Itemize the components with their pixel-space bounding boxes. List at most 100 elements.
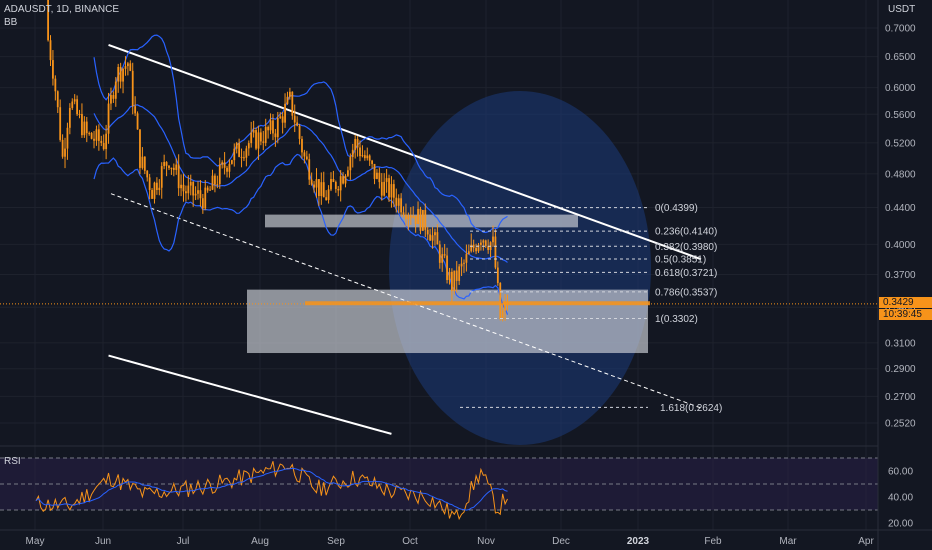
candle-body <box>361 155 364 157</box>
candle-body <box>380 182 383 196</box>
candle-body <box>296 122 299 126</box>
last-price-tag: 0.3429 <box>879 297 932 308</box>
candle-body <box>90 133 93 139</box>
fib-level-label: 0.382(0.3980) <box>655 242 717 253</box>
candle-body <box>351 149 354 158</box>
price-tick-label: 0.6500 <box>885 52 916 63</box>
candle-body <box>78 113 81 115</box>
candle-body <box>223 162 226 168</box>
rsi-tick-label: 40.00 <box>888 493 913 504</box>
candle-body <box>463 262 465 264</box>
candle-body <box>228 163 231 172</box>
symbol-title: ADAUSDT, 1D, BINANCE <box>4 4 120 15</box>
candle-body <box>124 66 127 69</box>
bb-upper-band <box>93 34 508 234</box>
rsi-label: RSI <box>4 456 21 467</box>
candle-body <box>313 184 315 188</box>
time-tick-label: Sep <box>327 536 345 547</box>
candle-body <box>259 132 262 142</box>
price-tick-label: 0.4800 <box>885 169 916 180</box>
candle-body <box>281 116 284 123</box>
candle-body <box>194 193 197 196</box>
candle-body <box>480 242 482 245</box>
candle-body <box>426 229 429 235</box>
candle-body <box>197 190 199 194</box>
candle-body <box>180 184 182 189</box>
candle-body <box>136 113 139 130</box>
candle-body <box>66 127 69 149</box>
candle-body <box>392 184 395 198</box>
candle-body <box>243 157 245 159</box>
candle-body <box>344 175 347 184</box>
candle-body <box>107 103 110 134</box>
candle-body <box>470 244 473 252</box>
candle-body <box>204 187 207 209</box>
candle-body <box>458 266 461 281</box>
candle-body <box>400 198 403 213</box>
candle-body <box>395 197 398 206</box>
candle-body <box>175 164 178 170</box>
candle-body <box>151 189 153 199</box>
candle-body <box>209 189 211 191</box>
candle-body <box>114 81 117 99</box>
candle-body <box>64 148 66 157</box>
channel-upper-line <box>108 43 702 261</box>
candle-body <box>177 164 180 189</box>
candle-body <box>216 184 219 186</box>
price-tick-label: 0.2520 <box>885 419 916 430</box>
indicator-label: BB <box>4 17 18 28</box>
candle-body <box>93 138 95 141</box>
candle-body <box>330 179 332 190</box>
time-tick-label: Aug <box>251 536 269 547</box>
candle-body <box>119 66 122 82</box>
candle-body <box>131 70 134 107</box>
rsi-tick-label: 60.00 <box>888 467 913 478</box>
candle-body <box>187 185 190 194</box>
candle-body <box>405 214 407 220</box>
candle-body <box>100 140 103 144</box>
candle-body <box>388 178 390 198</box>
candle-body <box>376 172 378 179</box>
candle-body <box>460 263 463 267</box>
candle-body <box>49 40 52 61</box>
candle-body <box>172 167 175 170</box>
candle-body <box>407 215 410 220</box>
candle-body <box>431 235 434 241</box>
candle-body <box>448 271 451 281</box>
candle-body <box>272 120 274 134</box>
candle-body <box>221 162 224 165</box>
candle-body <box>81 113 83 136</box>
candle-body <box>61 139 64 157</box>
bb-lower-band <box>93 153 509 315</box>
candle-body <box>484 240 487 247</box>
price-tick-label: 0.3100 <box>885 338 916 349</box>
candle-body <box>143 156 146 171</box>
candle-body <box>436 232 439 245</box>
candle-body <box>153 182 156 199</box>
candle-body <box>105 133 108 150</box>
candle-body <box>412 215 415 218</box>
candle-body <box>383 181 386 196</box>
candle-body <box>349 157 352 171</box>
time-tick-label: Apr <box>858 536 874 547</box>
candle-body <box>274 133 277 138</box>
candle-body <box>438 244 441 263</box>
candle-body <box>477 244 480 252</box>
price-tick-label: 0.5200 <box>885 138 916 149</box>
candle-body <box>417 208 419 224</box>
candle-body <box>129 63 132 71</box>
candle-body <box>342 176 344 184</box>
candle-body <box>126 63 129 67</box>
candle-body <box>298 125 301 139</box>
candle-body <box>397 198 400 206</box>
candle-body <box>257 132 260 149</box>
candle-body <box>182 184 185 192</box>
candle-body <box>293 115 296 123</box>
candle-body <box>315 179 318 188</box>
candle-body <box>366 155 369 159</box>
candle-body <box>492 236 494 243</box>
candle-body <box>47 0 49 41</box>
bollinger-bands <box>93 34 509 315</box>
